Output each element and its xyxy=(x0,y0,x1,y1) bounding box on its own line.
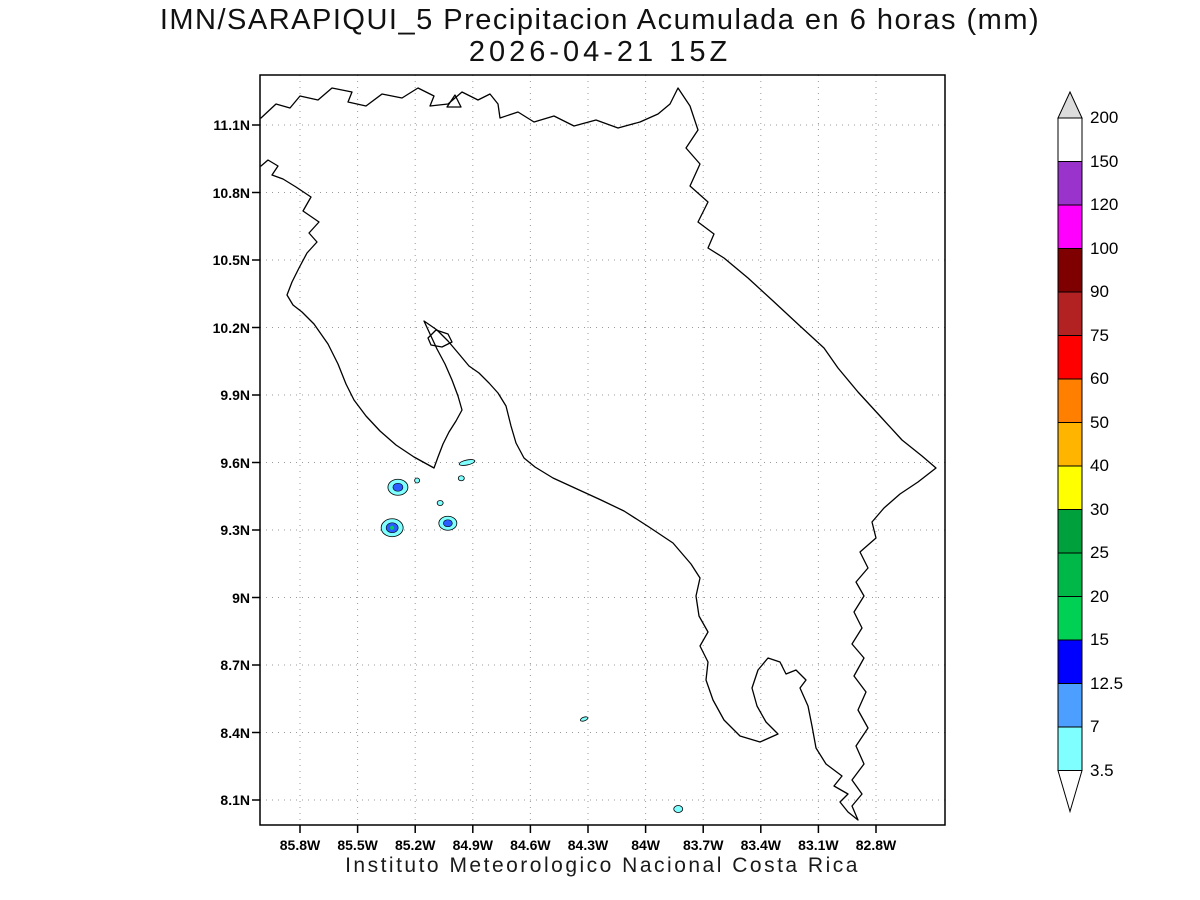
colorbar-level-label: 50 xyxy=(1090,412,1109,432)
colorbar-level-label: 30 xyxy=(1090,499,1109,519)
lon-tick-label: 83.4W xyxy=(740,837,782,853)
plot-border xyxy=(259,74,946,826)
colorbar-level-label: 120 xyxy=(1090,195,1119,214)
precip-cell xyxy=(457,475,465,482)
colorbar-level-label: 3.5 xyxy=(1090,760,1114,780)
colorbar-segment xyxy=(1057,161,1083,206)
colorbar-segment xyxy=(1057,509,1083,554)
colorbar-segment xyxy=(1057,291,1083,336)
plot-frame-and-ticks xyxy=(252,74,946,833)
precip-cell-outer xyxy=(414,477,421,484)
precip-cell-core xyxy=(392,482,404,492)
colorbar-segment xyxy=(1057,378,1083,423)
precip-cell-outer xyxy=(579,716,589,722)
source-caption: Instituto Meteorologico Nacional Costa R… xyxy=(345,854,860,877)
precip-cell xyxy=(436,500,444,506)
colorbar-level-label: 100 xyxy=(1090,238,1119,258)
colorbar-level-label: 60 xyxy=(1090,369,1109,388)
colorbar-level-label: 150 xyxy=(1090,151,1119,171)
lat-tick-label: 9N xyxy=(232,589,250,606)
lon-tick-label: 83.7W xyxy=(682,837,724,853)
lon-tick-label: 82.8W xyxy=(855,837,897,853)
precip-cell xyxy=(380,518,404,538)
precip-cell xyxy=(387,478,409,496)
lon-tick-label: 84.6W xyxy=(510,837,551,853)
colorbar-segment xyxy=(1057,204,1083,249)
precip-cell-center xyxy=(390,525,395,530)
lat-tick-label: 10.8N xyxy=(212,184,250,201)
mainland-outline xyxy=(260,87,937,821)
colorbar-segment xyxy=(1057,596,1083,641)
colorbar-segment xyxy=(1057,639,1083,684)
colorbar-level-label: 200 xyxy=(1090,108,1119,127)
precip-cell-core xyxy=(443,519,453,528)
lon-tick-label: 84W xyxy=(631,837,660,853)
colorbar-level-label: 25 xyxy=(1090,543,1109,562)
precip-cell-outer xyxy=(458,459,476,466)
colorbar-segment xyxy=(1057,552,1083,597)
lat-tick-label: 8.7N xyxy=(220,657,250,673)
lake-island-outline xyxy=(446,94,462,108)
colorbar-level-label: 15 xyxy=(1090,630,1109,649)
lon-tick-label: 85.2W xyxy=(394,837,436,853)
lat-tick-label: 9.9N xyxy=(220,387,250,403)
colorbar-segment xyxy=(1057,683,1083,728)
lat-tick-label: 10.2N xyxy=(212,319,250,336)
precip-cell xyxy=(458,459,476,466)
colorbar-segment xyxy=(1057,726,1083,771)
lon-tick-label: 83.1W xyxy=(798,837,839,853)
lon-tick-label: 84.9W xyxy=(452,837,494,853)
colorbar-segment xyxy=(1057,465,1083,510)
colorbar-level-label: 75 xyxy=(1090,325,1109,345)
costa-rica-coastline xyxy=(260,87,937,821)
precip-cell xyxy=(673,805,684,813)
lat-tick-label: 8.4N xyxy=(220,724,250,741)
grid-lines xyxy=(260,75,945,825)
page-title: IMN/SARAPIQUI_5 Precipitacion Acumulada … xyxy=(159,4,1041,36)
colorbar-level-label: 90 xyxy=(1090,282,1109,301)
lon-tick-label: 85.5W xyxy=(337,837,378,853)
chira-island-outline xyxy=(427,329,453,348)
lat-tick-label: 9.6N xyxy=(220,454,250,471)
colorbar-segment xyxy=(1057,422,1083,467)
colorbar-above-arrow xyxy=(1057,90,1083,119)
colorbar-level-label: 12.5 xyxy=(1090,673,1124,693)
colorbar-level-label: 20 xyxy=(1090,586,1109,606)
colorbar-segment xyxy=(1057,248,1083,293)
colorbar-segment xyxy=(1057,117,1083,162)
lat-tick-label: 8.1N xyxy=(220,792,250,808)
colorbar xyxy=(1057,90,1083,814)
precip-cell xyxy=(438,515,458,531)
precip-cell xyxy=(579,716,589,722)
lat-tick-label: 10.5N xyxy=(212,252,250,268)
lat-tick-label: 9.3N xyxy=(220,522,250,538)
colorbar-level-label: 7 xyxy=(1090,717,1100,736)
lat-tick-label: 11.1N xyxy=(213,117,250,133)
valid-time-subtitle: 2026-04-21 15Z xyxy=(468,36,732,68)
colorbar-level-label: 40 xyxy=(1090,456,1109,475)
precip-cell-outer xyxy=(457,475,465,482)
precip-cell xyxy=(414,477,421,484)
lon-tick-label: 85.8W xyxy=(279,837,321,853)
precipitation-cells xyxy=(380,459,684,813)
lon-tick-label: 84.3W xyxy=(567,837,609,853)
precip-cell-outer xyxy=(436,500,444,506)
colorbar-segment xyxy=(1057,335,1083,380)
colorbar-below-arrow xyxy=(1057,770,1083,814)
precip-cell-outer xyxy=(673,805,684,813)
